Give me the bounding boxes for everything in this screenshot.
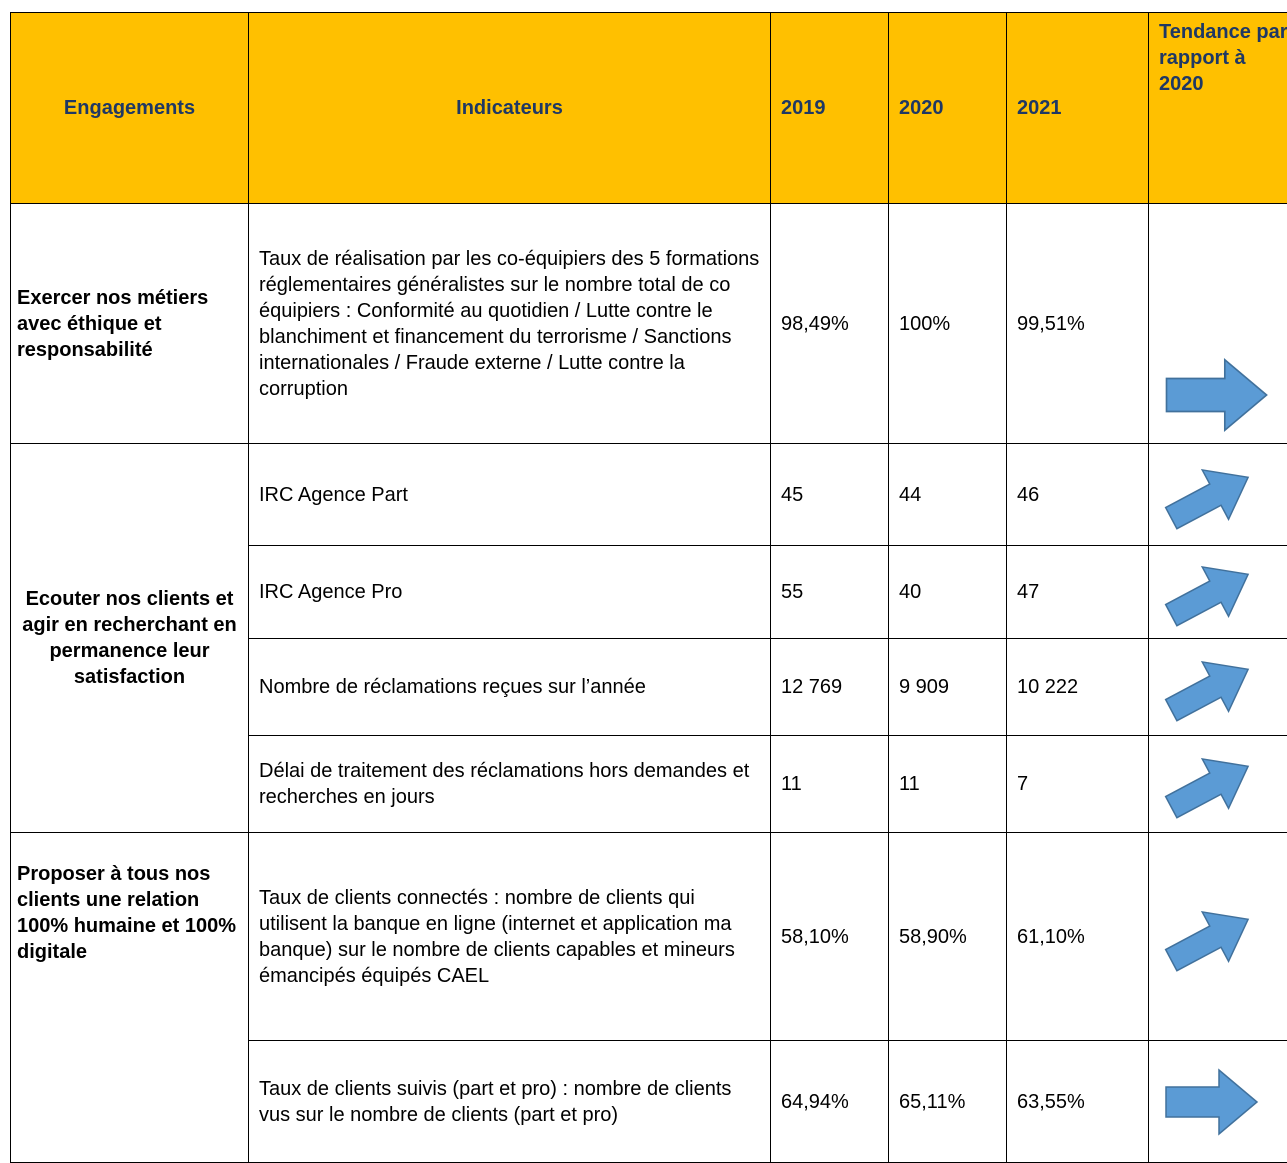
header-cell: 2021 <box>1007 13 1149 204</box>
arrow-right <box>1161 355 1271 435</box>
value: 63,55% <box>1007 1041 1149 1163</box>
header-cell: 2020 <box>889 13 1007 204</box>
value: 7 <box>1007 736 1149 833</box>
value: 45 <box>771 444 889 546</box>
value: 11 <box>889 736 1007 833</box>
engagement: Exercer nos métiers avec éthique et resp… <box>11 204 249 444</box>
arrow-right <box>1161 1067 1261 1137</box>
indicator: Délai de traitement des réclamations hor… <box>249 736 771 833</box>
value: 58,10% <box>771 833 889 1041</box>
trend <box>1149 639 1287 736</box>
engagement: Proposer à tous nos clients une relation… <box>11 833 249 1163</box>
value: 12 769 <box>771 639 889 736</box>
arrow-up-right <box>1161 554 1261 630</box>
row: Ecouter nos clients et agir en rechercha… <box>11 444 1287 546</box>
engagement: Ecouter nos clients et agir en rechercha… <box>11 444 249 833</box>
trend <box>1149 204 1287 444</box>
trend <box>1149 546 1287 639</box>
value: 44 <box>889 444 1007 546</box>
arrow-up-right <box>1161 649 1261 725</box>
trend <box>1149 444 1287 546</box>
trend <box>1149 736 1287 833</box>
trend <box>1149 1041 1287 1163</box>
indicator: IRC Agence Pro <box>249 546 771 639</box>
arrow-up-right <box>1161 457 1261 533</box>
header-row: Engagements Indicateurs 2019 2020 2021 T… <box>11 13 1287 204</box>
value: 64,94% <box>771 1041 889 1163</box>
value: 99,51% <box>1007 204 1149 444</box>
value: 40 <box>889 546 1007 639</box>
indicator: Taux de clients connectés : nombre de cl… <box>249 833 771 1041</box>
row: Exercer nos métiers avec éthique et resp… <box>11 204 1287 444</box>
indicator: Nombre de réclamations reçues sur l’anné… <box>249 639 771 736</box>
header-cell: 2019 <box>771 13 889 204</box>
value: 10 222 <box>1007 639 1149 736</box>
value: 100% <box>889 204 1007 444</box>
value: 65,11% <box>889 1041 1007 1163</box>
value: 47 <box>1007 546 1149 639</box>
row: Proposer à tous nos clients une relation… <box>11 833 1287 1041</box>
value: 46 <box>1007 444 1149 546</box>
indicator-table: Engagements Indicateurs 2019 2020 2021 T… <box>10 12 1287 1163</box>
value: 98,49% <box>771 204 889 444</box>
header-cell: Tendance par rapport à 2020 <box>1149 13 1287 204</box>
value: 61,10% <box>1007 833 1149 1041</box>
value: 58,90% <box>889 833 1007 1041</box>
indicator: IRC Agence Part <box>249 444 771 546</box>
value: 9 909 <box>889 639 1007 736</box>
value: 55 <box>771 546 889 639</box>
trend <box>1149 833 1287 1041</box>
arrow-up-right <box>1161 899 1261 975</box>
indicator: Taux de clients suivis (part et pro) : n… <box>249 1041 771 1163</box>
arrow-up-right <box>1161 746 1261 822</box>
header-cell: Engagements <box>11 13 249 204</box>
indicator: Taux de réalisation par les co-équipiers… <box>249 204 771 444</box>
header-cell: Indicateurs <box>249 13 771 204</box>
value: 11 <box>771 736 889 833</box>
